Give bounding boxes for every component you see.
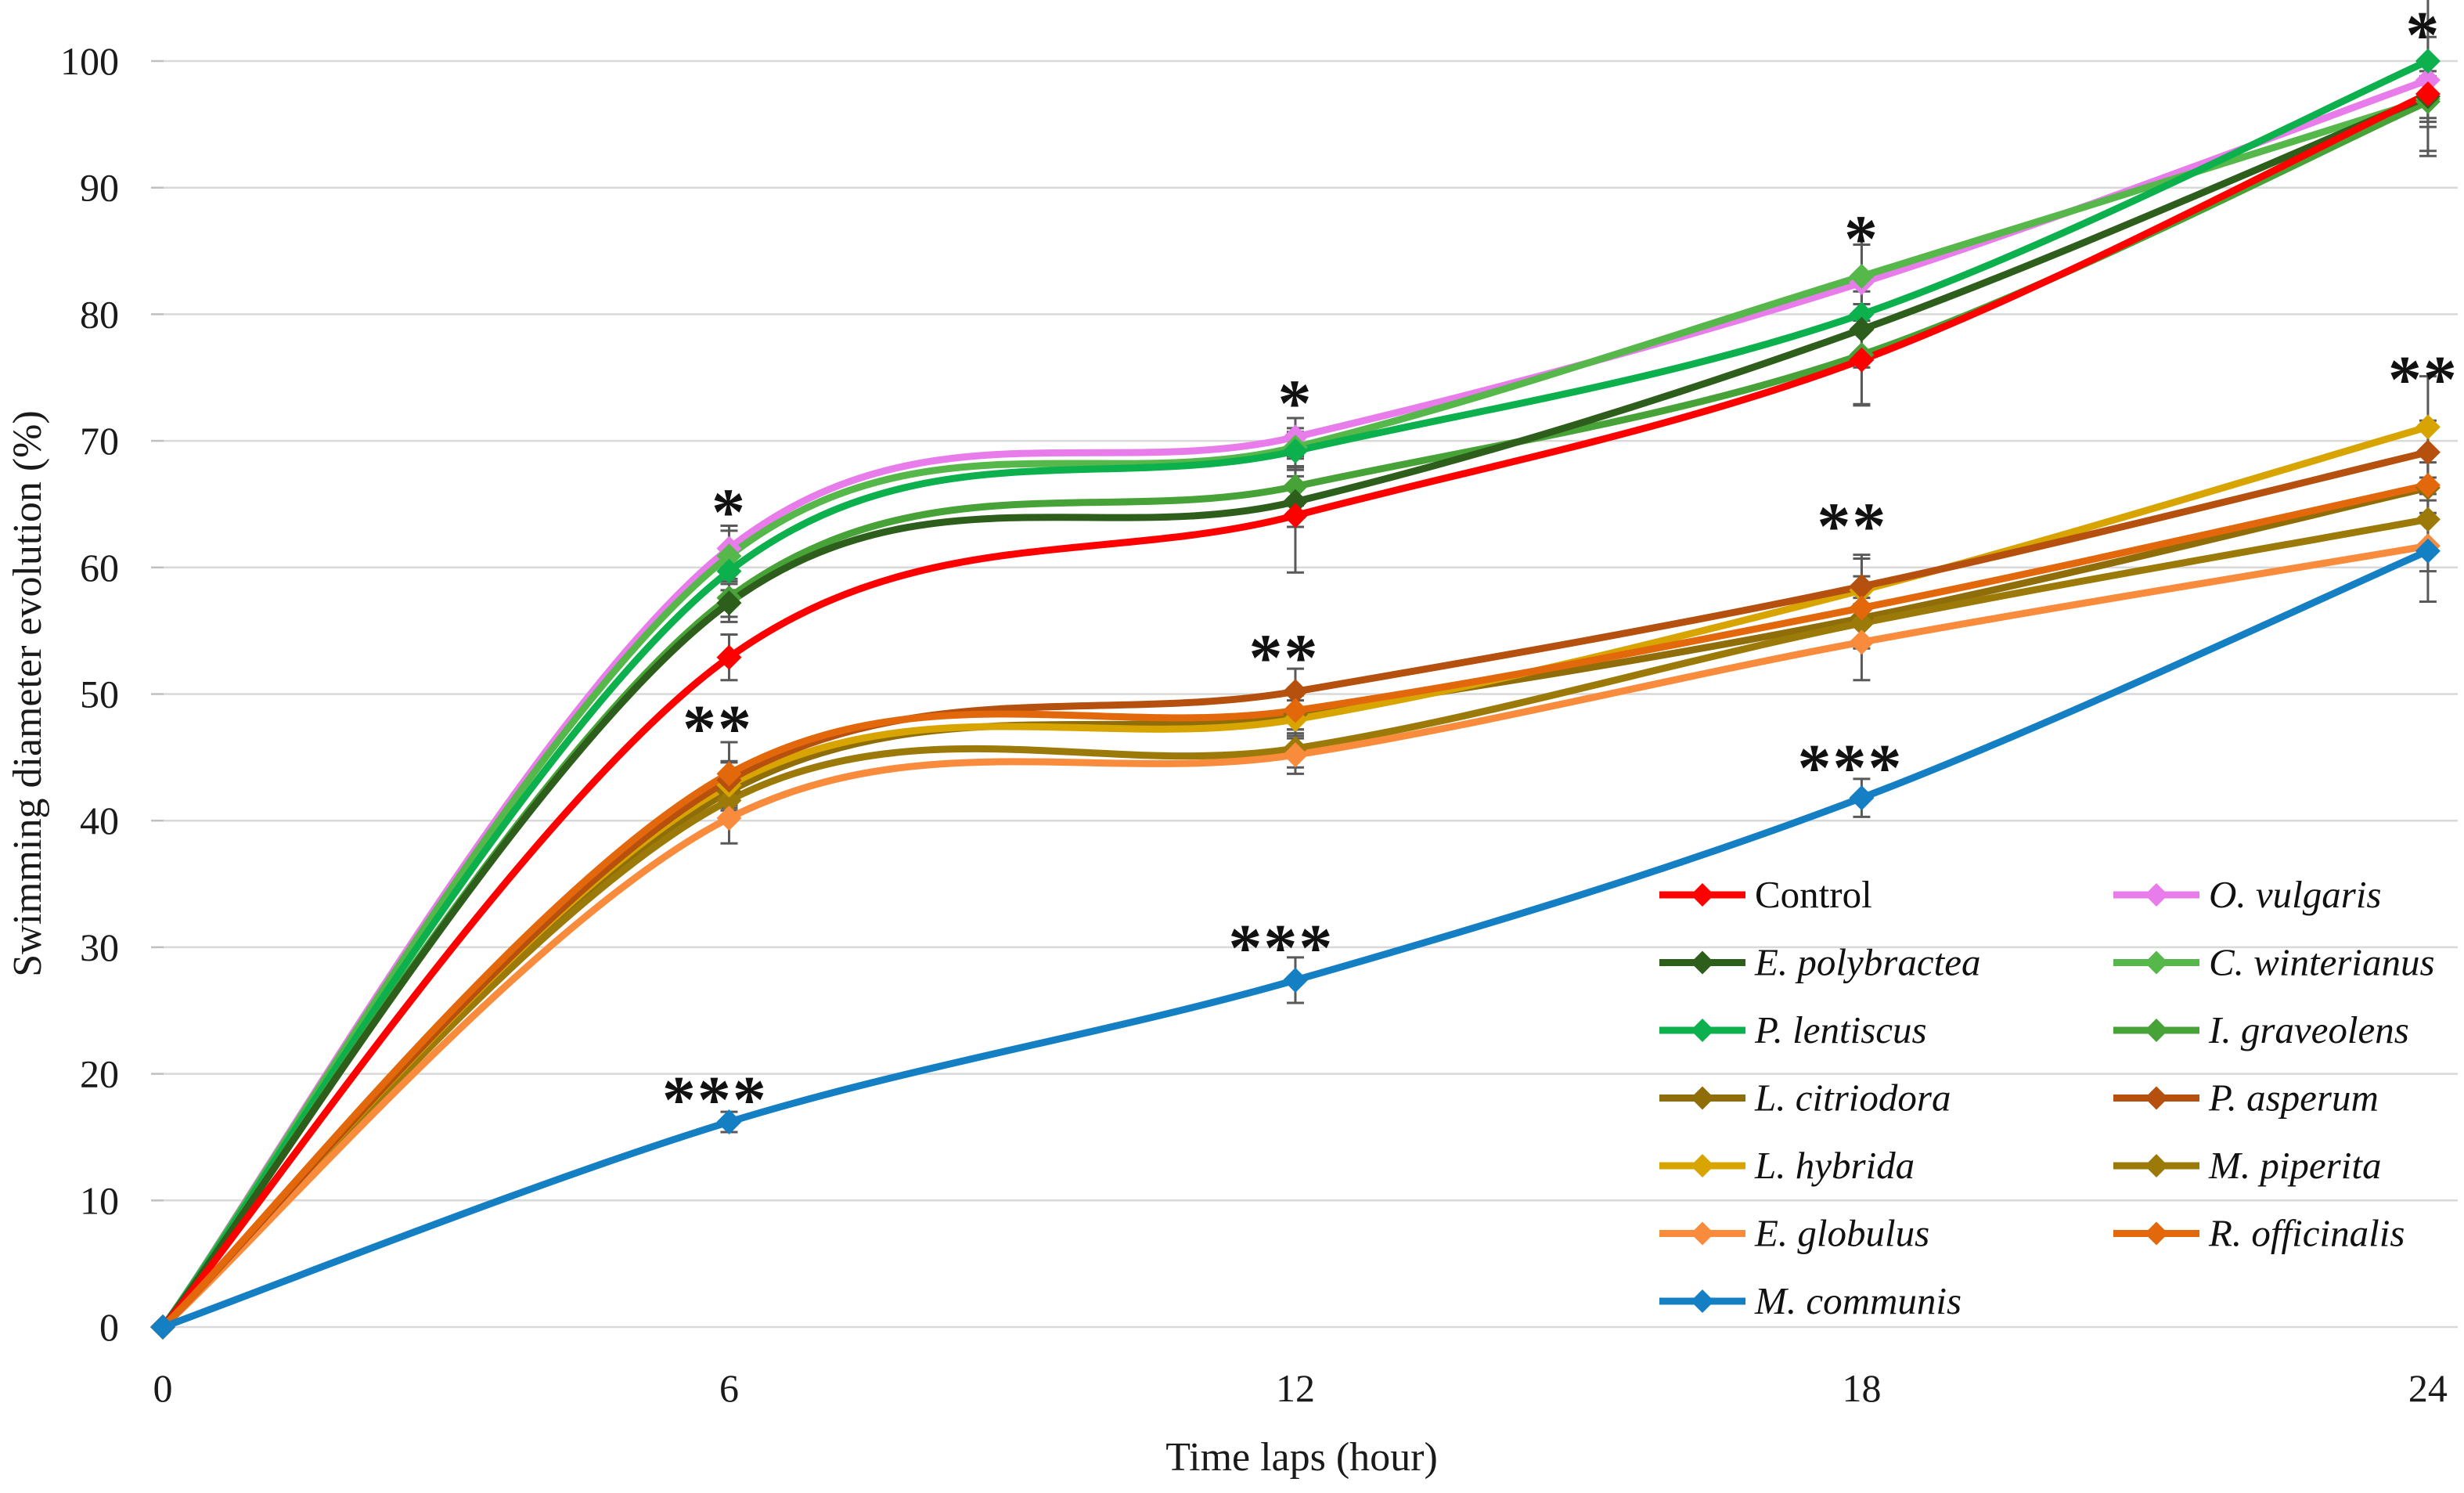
y-tick-label: 60 (80, 546, 119, 590)
significance-marker: ** (2388, 341, 2459, 417)
y-tick-label: 10 (80, 1178, 119, 1222)
y-tick-label: 50 (80, 673, 119, 716)
data-point-m-piperita (2415, 507, 2441, 532)
legend-swatch-marker (1691, 1289, 1714, 1313)
y-tick-label: 80 (80, 292, 119, 336)
data-point-control (716, 644, 742, 670)
data-point-m-communis (1849, 785, 1875, 811)
significance-marker: * (2405, 0, 2441, 72)
legend-label-l-citriodora: L. citriodora (1754, 1076, 1951, 1120)
legend-swatch-marker (1691, 1154, 1714, 1177)
significance-marker: ** (1817, 489, 1887, 564)
data-point-e-globulus (1282, 742, 1308, 768)
significance-marker: ** (1248, 620, 1319, 695)
data-point-p-lentiscus (1849, 301, 1875, 327)
data-point-e-polybractea (716, 590, 742, 616)
data-point-p-lentiscus (1282, 438, 1308, 464)
data-point-p-lentiscus (2415, 49, 2441, 74)
x-axis-title: Time laps (hour) (1165, 1435, 1438, 1480)
series-line-e-polybractea (159, 92, 2432, 1331)
data-point-e-polybractea (1282, 489, 1308, 514)
legend-swatch-marker (1691, 950, 1714, 975)
data-point-control (2415, 81, 2441, 107)
data-point-m-piperita (716, 788, 742, 813)
data-point-e-polybractea (1849, 316, 1875, 342)
x-tick-label: 18 (1842, 1366, 1881, 1410)
legend-swatch-marker (1691, 1019, 1714, 1042)
significance-marker: *** (662, 1062, 768, 1137)
legend-swatch-marker (2145, 1086, 2168, 1110)
significance-marker: *** (1228, 910, 1334, 985)
data-point-p-asperum (1849, 574, 1875, 600)
legend-label-m-piperita: M. piperita (2208, 1144, 2381, 1187)
data-point-m-communis (1282, 967, 1308, 993)
legend-swatch-marker (1691, 883, 1714, 907)
data-point-m-communis (150, 1314, 175, 1340)
data-point-o-vulgaris (2415, 67, 2441, 93)
legend-swatch-marker (2145, 1154, 2168, 1177)
y-tick-label: 40 (80, 799, 119, 842)
data-point-p-asperum (1282, 679, 1308, 705)
y-tick-label: 20 (80, 1052, 119, 1096)
series-line-control (159, 90, 2432, 1331)
legend-label-r-officinalis: R. officinalis (2208, 1212, 2405, 1255)
data-point-r-officinalis (1849, 595, 1875, 621)
legend-swatch-marker (2145, 1221, 2168, 1246)
data-point-r-officinalis (1282, 698, 1308, 723)
series-line-e-globulus (159, 542, 2432, 1331)
y-tick-label: 30 (80, 925, 119, 969)
x-tick-label: 24 (2408, 1366, 2448, 1410)
data-point-p-lentiscus (716, 558, 742, 584)
legend-label-m-communis: M. communis (1754, 1279, 1961, 1322)
data-point-p-asperum (2415, 439, 2441, 465)
data-point-m-piperita (1849, 610, 1875, 636)
data-point-c-winterianus (1849, 263, 1875, 289)
data-point-e-globulus (716, 805, 742, 831)
legend-swatch-marker (1691, 1221, 1714, 1246)
legend-label-c-winterianus: C. winterianus (2209, 941, 2435, 984)
legend-swatch-marker (2145, 1019, 2168, 1042)
legend-swatch-marker (2145, 883, 2168, 907)
y-tick-label: 0 (99, 1305, 119, 1349)
data-point-m-communis (2415, 538, 2441, 564)
data-point-m-communis (716, 1109, 742, 1135)
y-tick-label: 90 (80, 166, 119, 210)
series-line-m-piperita (159, 515, 2432, 1331)
significance-marker: * (1844, 201, 1879, 276)
legend-label-p-lentiscus: P. lentiscus (1754, 1008, 1927, 1051)
legend-swatch-marker (1691, 1086, 1714, 1110)
legend-swatch-marker (2145, 950, 2168, 975)
data-point-i-graveolens (1282, 474, 1308, 499)
data-point-e-globulus (1849, 629, 1875, 655)
legend-label-p-asperum: P. asperum (2208, 1076, 2379, 1120)
legend-label-e-polybractea: E. polybractea (1754, 941, 1980, 984)
legend-label-e-globulus: E. globulus (1754, 1212, 1929, 1255)
legend-label-i-graveolens: I. graveolens (2208, 1008, 2409, 1051)
data-point-l-hybrida (2415, 414, 2441, 440)
series-line-r-officinalis (159, 481, 2432, 1331)
significance-marker: *** (1797, 730, 1903, 806)
data-point-control (1849, 347, 1875, 373)
y-axis-title: Swimming diameter evolution (%) (5, 410, 50, 977)
significance-marker: * (711, 474, 747, 550)
legend-label-o-vulgaris: O. vulgaris (2209, 873, 2382, 916)
x-tick-label: 12 (1276, 1366, 1315, 1410)
series-line-p-asperum (159, 449, 2432, 1331)
data-point-control (1282, 503, 1308, 528)
x-tick-label: 0 (153, 1366, 173, 1410)
legend-label-l-hybrida: L. hybrida (1754, 1144, 1915, 1187)
series-line-p-lentiscus (159, 57, 2432, 1331)
significance-marker: * (1277, 366, 1313, 441)
data-point-c-winterianus (716, 543, 742, 569)
data-point-r-officinalis (2415, 472, 2441, 498)
data-point-r-officinalis (716, 761, 742, 787)
x-tick-label: 6 (719, 1366, 739, 1410)
legend-label-control: Control (1755, 873, 1872, 916)
y-tick-label: 70 (80, 419, 119, 463)
significance-marker: ** (683, 691, 753, 766)
y-tick-label: 100 (60, 39, 119, 83)
